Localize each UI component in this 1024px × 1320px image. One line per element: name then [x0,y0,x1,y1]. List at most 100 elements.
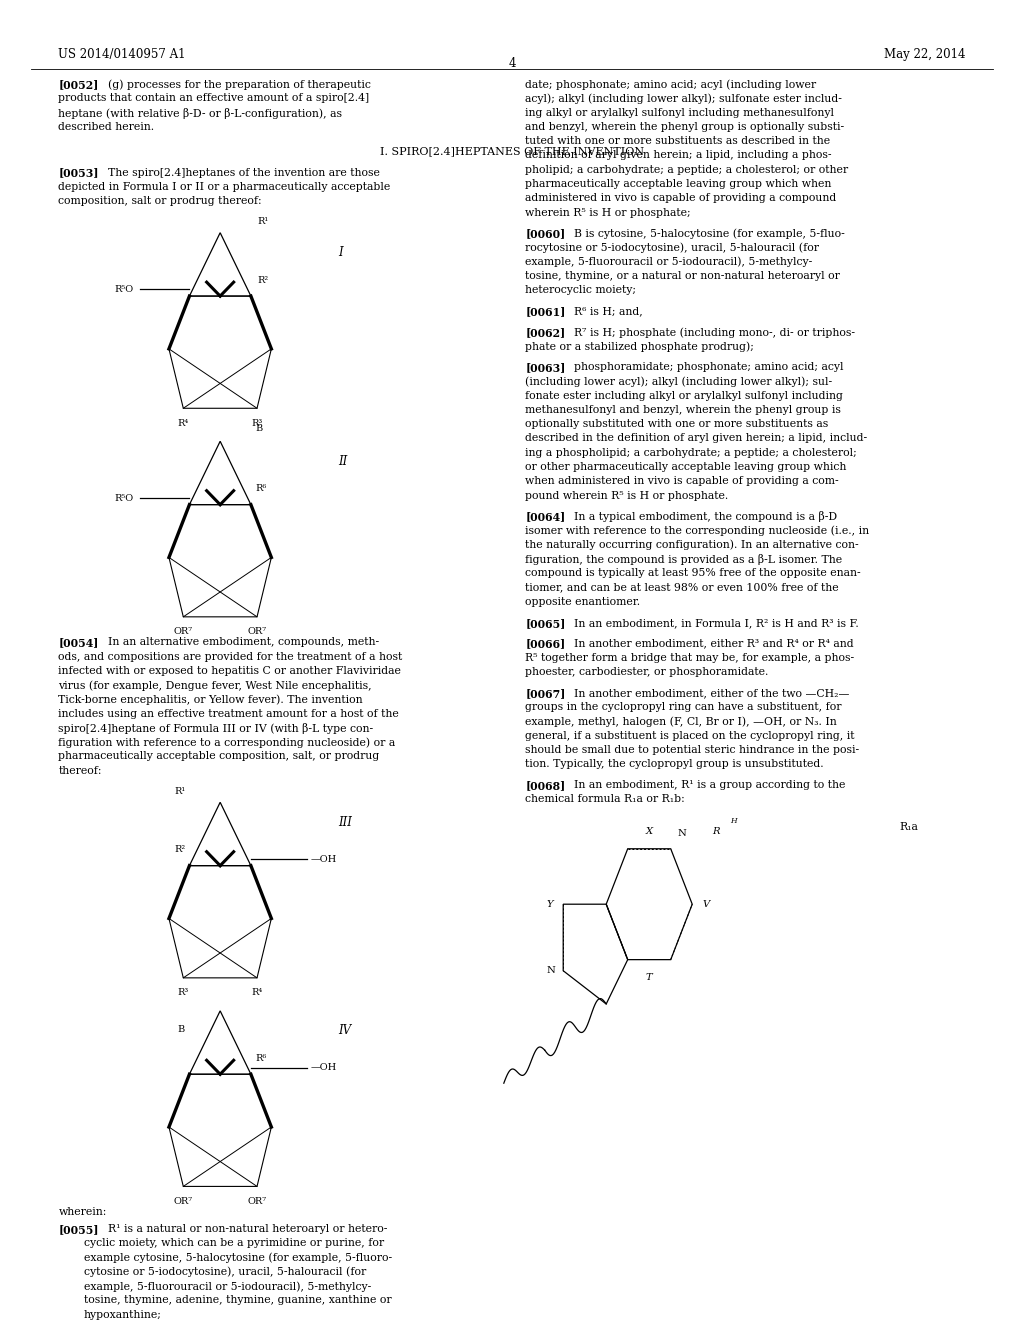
Text: example, methyl, halogen (F, Cl, Br or I), —OH, or N₃. In: example, methyl, halogen (F, Cl, Br or I… [525,717,837,727]
Text: In an embodiment, in Formula I, R² is H and R³ is F.: In an embodiment, in Formula I, R² is H … [574,618,859,628]
Text: opposite enantiomer.: opposite enantiomer. [525,597,640,607]
Text: R⁶ is H; and,: R⁶ is H; and, [574,306,643,317]
Text: heptane (with relative β-D- or β-L-configuration), as: heptane (with relative β-D- or β-L-confi… [58,108,342,119]
Text: OR⁷: OR⁷ [174,1197,193,1206]
Text: phosphoramidate; phosphonate; amino acid; acyl: phosphoramidate; phosphonate; amino acid… [574,362,844,372]
Text: In an alternative embodiment, compounds, meth-: In an alternative embodiment, compounds,… [108,638,379,647]
Text: In another embodiment, either of the two —CH₂—: In another embodiment, either of the two… [574,688,850,698]
Text: OR⁷: OR⁷ [174,627,193,636]
Text: R₁a: R₁a [899,822,918,832]
Text: virus (for example, Dengue fever, West Nile encephalitis,: virus (for example, Dengue fever, West N… [58,680,372,690]
Text: R: R [712,826,719,836]
Text: pound wherein R⁵ is H or phosphate.: pound wherein R⁵ is H or phosphate. [525,491,728,500]
Text: fonate ester including alkyl or arylalkyl sulfonyl including: fonate ester including alkyl or arylalky… [525,391,843,401]
Text: figuration, the compound is provided as a β-L isomer. The: figuration, the compound is provided as … [525,554,843,565]
Text: [0052]: [0052] [58,79,98,90]
Text: tuted with one or more substituents as described in the: tuted with one or more substituents as d… [525,136,830,147]
Text: T: T [646,973,652,982]
Text: 4: 4 [508,57,516,70]
Text: Tick-borne encephalitis, or Yellow fever). The invention: Tick-borne encephalitis, or Yellow fever… [58,694,362,705]
Text: wherein R⁵ is H or phosphate;: wherein R⁵ is H or phosphate; [525,207,691,218]
Text: R⁵ together form a bridge that may be, for example, a phos-: R⁵ together form a bridge that may be, f… [525,653,854,663]
Text: R¹ is a natural or non-natural heteroaryl or hetero-: R¹ is a natural or non-natural heteroary… [108,1224,387,1234]
Text: example cytosine, 5-halocytosine (for example, 5-fluoro-: example cytosine, 5-halocytosine (for ex… [84,1253,392,1263]
Text: phate or a stabilized phosphate prodrug);: phate or a stabilized phosphate prodrug)… [525,342,755,352]
Text: ing alkyl or arylalkyl sulfonyl including methanesulfonyl: ing alkyl or arylalkyl sulfonyl includin… [525,108,835,117]
Text: groups in the cyclopropyl ring can have a substituent, for: groups in the cyclopropyl ring can have … [525,702,842,713]
Text: (including lower acyl); alkyl (including lower alkyl); sul-: (including lower acyl); alkyl (including… [525,376,833,387]
Text: OR⁷: OR⁷ [248,627,266,636]
Text: tosine, thymine, adenine, thymine, guanine, xanthine or: tosine, thymine, adenine, thymine, guani… [84,1295,391,1305]
Text: R³: R³ [252,418,262,428]
Text: ods, and compositions are provided for the treatment of a host: ods, and compositions are provided for t… [58,652,402,661]
Text: H: H [730,817,736,825]
Text: tosine, thymine, or a natural or non-natural heteroaryl or: tosine, thymine, or a natural or non-nat… [525,271,840,281]
Text: III: III [338,816,352,829]
Text: methanesulfonyl and benzyl, wherein the phenyl group is: methanesulfonyl and benzyl, wherein the … [525,405,841,414]
Text: [0054]: [0054] [58,638,98,648]
Text: R¹: R¹ [257,216,268,226]
Text: phoester, carbodiester, or phosphoramidate.: phoester, carbodiester, or phosphoramida… [525,667,769,677]
Text: includes using an effective treatment amount for a host of the: includes using an effective treatment am… [58,709,399,718]
Text: R³: R³ [178,989,188,998]
Text: rocytosine or 5-iodocytosine), uracil, 5-halouracil (for: rocytosine or 5-iodocytosine), uracil, 5… [525,243,819,253]
Text: example, 5-fluorouracil or 5-iodouracil), 5-methylcy-: example, 5-fluorouracil or 5-iodouracil)… [525,257,813,268]
Text: (g) processes for the preparation of therapeutic: (g) processes for the preparation of the… [108,79,371,90]
Text: pholipid; a carbohydrate; a peptide; a cholesterol; or other: pholipid; a carbohydrate; a peptide; a c… [525,165,849,174]
Text: chemical formula R₁a or R₁b:: chemical formula R₁a or R₁b: [525,795,685,804]
Text: [0066]: [0066] [525,639,565,649]
Text: R⁴: R⁴ [252,989,262,998]
Text: [0055]: [0055] [58,1224,99,1236]
Text: figuration with reference to a corresponding nucleoside) or a: figuration with reference to a correspon… [58,737,395,747]
Text: cytosine or 5-iodocytosine), uracil, 5-halouracil (for: cytosine or 5-iodocytosine), uracil, 5-h… [84,1267,367,1278]
Text: spiro[2.4]heptane of Formula III or IV (with β-L type con-: spiro[2.4]heptane of Formula III or IV (… [58,723,374,734]
Text: heterocyclic moiety;: heterocyclic moiety; [525,285,636,296]
Text: [0061]: [0061] [525,306,565,317]
Text: hypoxanthine;: hypoxanthine; [84,1309,162,1320]
Text: Y: Y [547,900,553,908]
Text: when administered in vivo is capable of providing a com-: when administered in vivo is capable of … [525,477,839,486]
Text: date; phosphonate; amino acid; acyl (including lower: date; phosphonate; amino acid; acyl (inc… [525,79,816,90]
Text: optionally substituted with one or more substituents as: optionally substituted with one or more … [525,420,828,429]
Text: general, if a substituent is placed on the cyclopropyl ring, it: general, if a substituent is placed on t… [525,731,855,741]
Text: II: II [338,454,347,467]
Text: compound is typically at least 95% free of the opposite enan-: compound is typically at least 95% free … [525,569,861,578]
Text: acyl); alkyl (including lower alkyl); sulfonate ester includ-: acyl); alkyl (including lower alkyl); su… [525,94,842,104]
Text: —OH: —OH [310,854,337,863]
Text: example, 5-fluorouracil or 5-iodouracil), 5-methylcy-: example, 5-fluorouracil or 5-iodouracil)… [84,1280,372,1291]
Text: isomer with reference to the corresponding nucleoside (i.e., in: isomer with reference to the correspondi… [525,525,869,536]
Text: [0060]: [0060] [525,228,565,239]
Text: The spiro[2.4]heptanes of the invention are those: The spiro[2.4]heptanes of the invention … [108,168,380,177]
Text: described herein.: described herein. [58,121,155,132]
Text: described in the definition of aryl given herein; a lipid, includ-: described in the definition of aryl give… [525,433,867,444]
Text: V: V [702,900,710,908]
Text: tiomer, and can be at least 98% or even 100% free of the: tiomer, and can be at least 98% or even … [525,582,839,593]
Text: the naturally occurring configuration). In an alternative con-: the naturally occurring configuration). … [525,540,859,550]
Text: depicted in Formula I or II or a pharmaceutically acceptable: depicted in Formula I or II or a pharmac… [58,182,390,191]
Text: [0062]: [0062] [525,327,565,338]
Text: [0064]: [0064] [525,511,565,523]
Text: [0053]: [0053] [58,168,99,178]
Text: [0063]: [0063] [525,362,565,374]
Text: or other pharmaceutically acceptable leaving group which: or other pharmaceutically acceptable lea… [525,462,847,473]
Text: In an embodiment, R¹ is a group according to the: In an embodiment, R¹ is a group accordin… [574,780,846,791]
Text: [0067]: [0067] [525,688,565,700]
Text: X: X [646,826,652,836]
Text: R²: R² [257,276,268,285]
Text: R⁵O: R⁵O [114,494,133,503]
Text: B is cytosine, 5-halocytosine (for example, 5-fluo-: B is cytosine, 5-halocytosine (for examp… [574,228,845,239]
Text: IV: IV [338,1024,351,1038]
Text: B: B [177,1026,184,1035]
Text: infected with or exposed to hepatitis C or another Flaviviridae: infected with or exposed to hepatitis C … [58,665,401,676]
Text: R⁵O: R⁵O [114,285,133,294]
Text: R⁴: R⁴ [178,418,188,428]
Text: I. SPIRO[2.4]HEPTANES OF THE INVENTION: I. SPIRO[2.4]HEPTANES OF THE INVENTION [380,147,644,156]
Text: R²: R² [174,845,185,854]
Text: In another embodiment, either R³ and R⁴ or R⁴ and: In another embodiment, either R³ and R⁴ … [574,639,854,648]
Text: [0065]: [0065] [525,618,565,628]
Text: and benzyl, wherein the phenyl group is optionally substi-: and benzyl, wherein the phenyl group is … [525,121,845,132]
Text: pharmaceutically acceptable composition, salt, or prodrug: pharmaceutically acceptable composition,… [58,751,380,762]
Text: N: N [546,966,555,975]
Text: N: N [678,829,687,838]
Text: May 22, 2014: May 22, 2014 [884,48,966,61]
